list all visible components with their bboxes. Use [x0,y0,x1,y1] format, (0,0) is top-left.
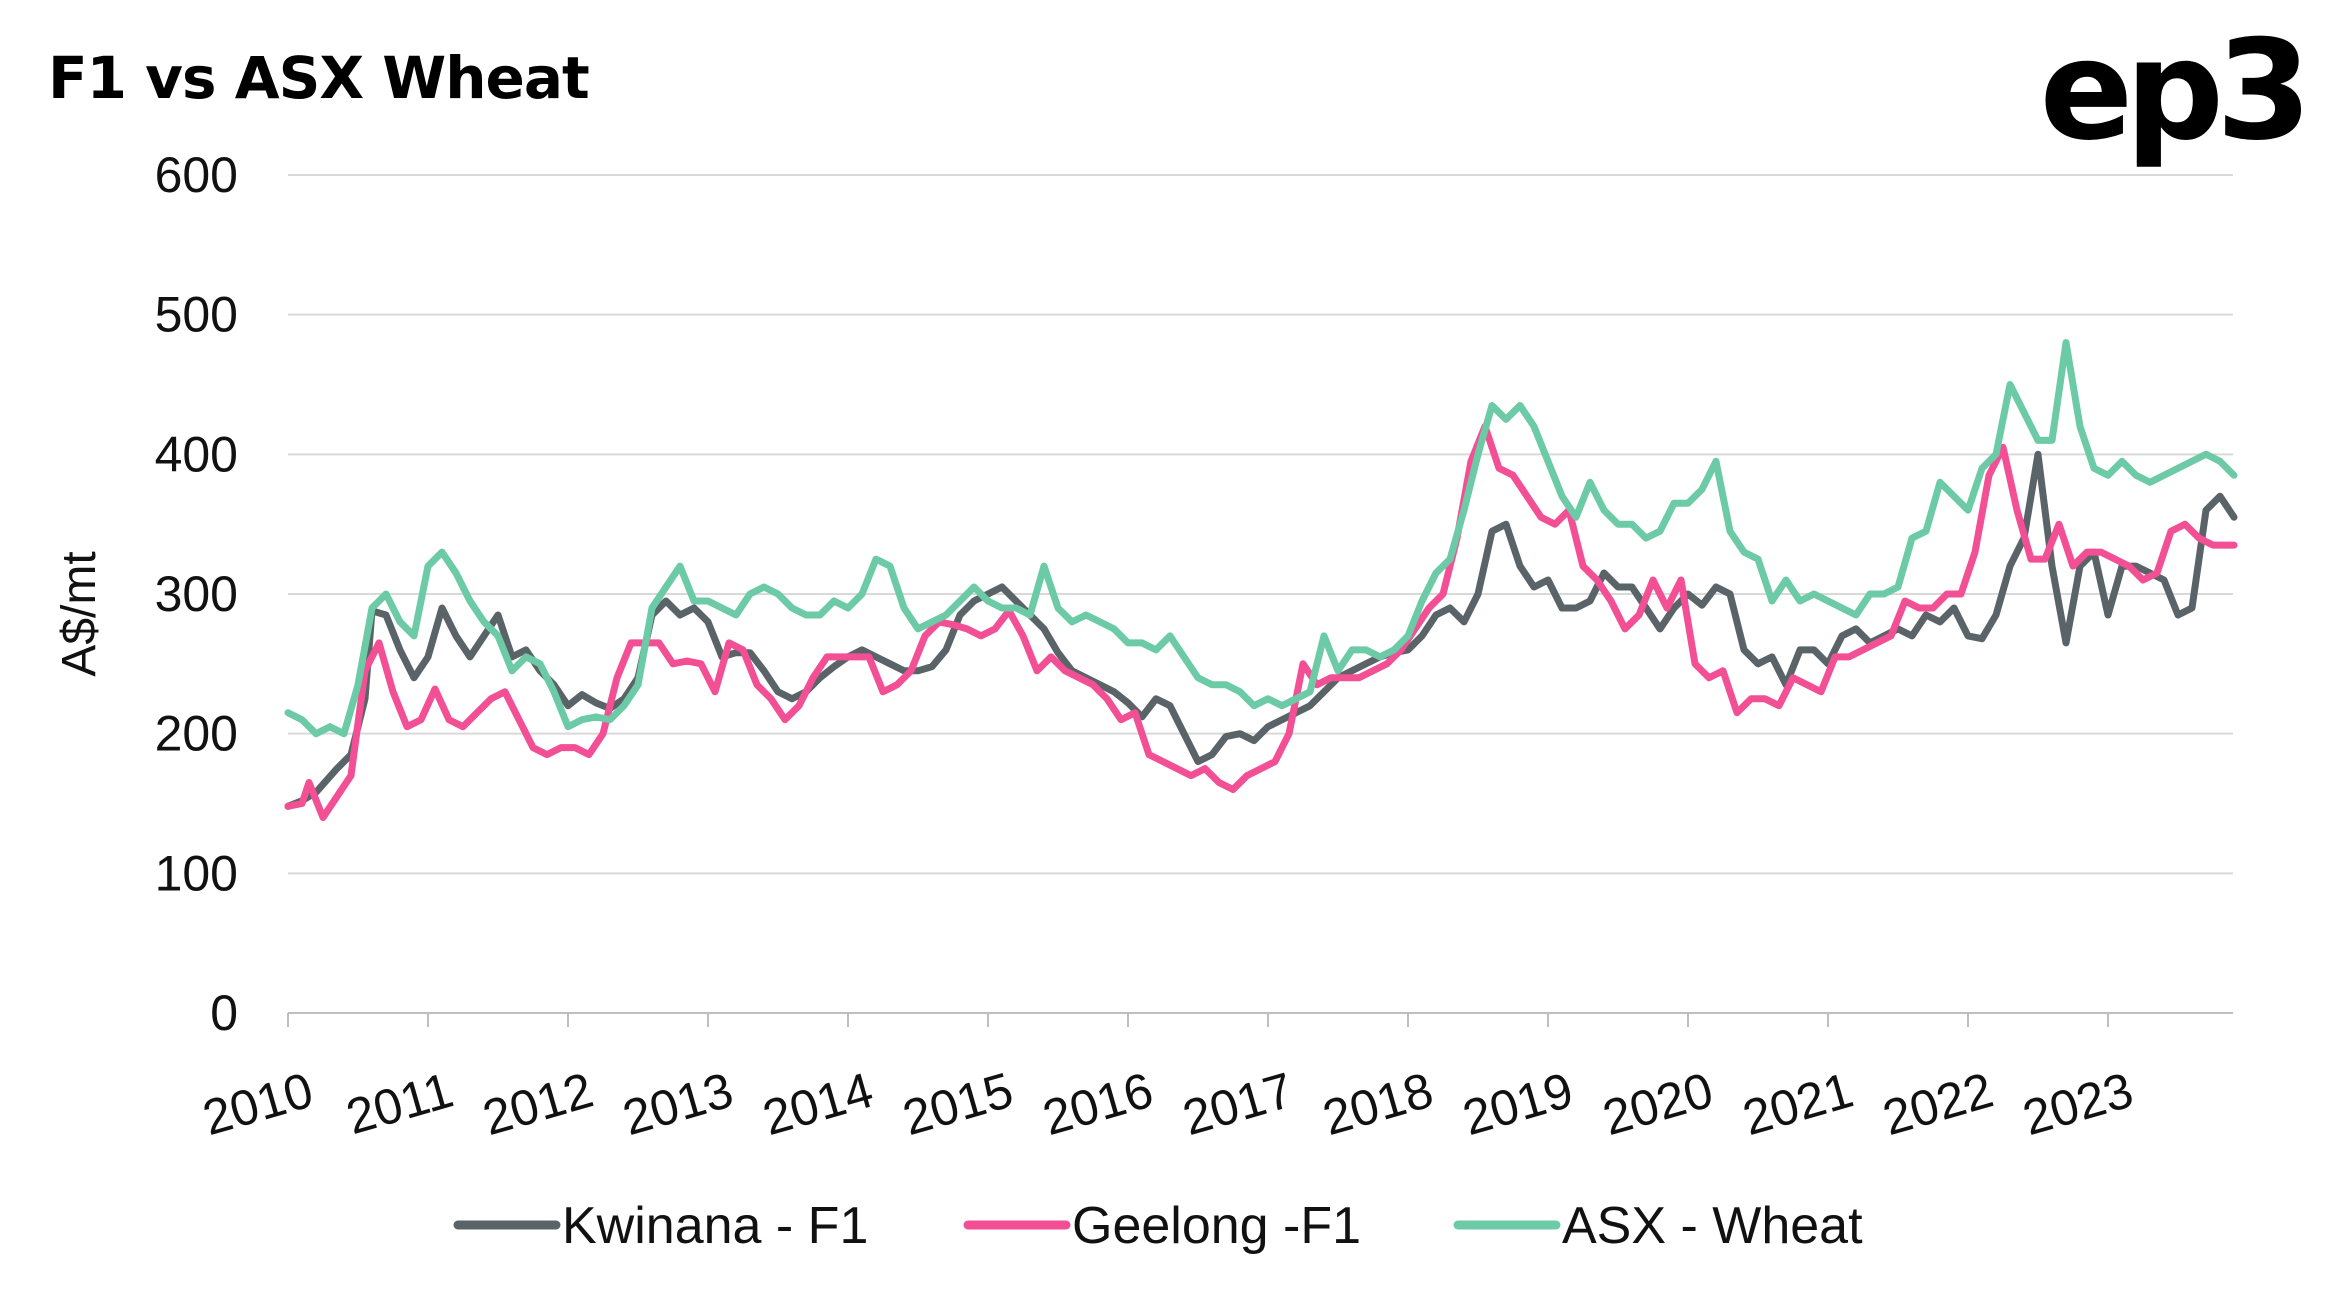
chart-title: F1 vs ASX Wheat [48,44,590,112]
x-tick-label: 2022 [1877,1062,1999,1146]
y-tick-label: 0 [210,985,238,1041]
legend: Kwinana - F1 Geelong -F1 ASX - Wheat [453,1197,1863,1255]
x-tick-label: 2017 [1177,1062,1299,1146]
series-line-asx-wheat [284,339,2238,738]
x-tick-label: 2012 [477,1062,599,1146]
y-tick-label: 600 [155,147,238,203]
x-tick-label: 2023 [2017,1062,2139,1146]
ep3-logo: ep3 [2039,10,2312,171]
legend-label: Kwinana - F1 [562,1197,868,1255]
x-tick-label: 2018 [1317,1062,1439,1146]
x-tick-label: 2021 [1737,1062,1859,1146]
grid-lines [288,174,2233,875]
y-tick-label: 400 [155,426,238,482]
y-tick-label: 500 [155,287,238,343]
y-tick-label: 200 [155,706,238,762]
series-lines [284,339,2238,821]
x-axis: 2010 2011 2012 2013 2014 2015 2016 2017 2018 2019… [197,1012,2233,1146]
y-axis-title: A$/mt [53,551,106,676]
x-tick-label: 2019 [1457,1062,1579,1146]
x-tick-label: 2010 [197,1062,319,1146]
legend-label: ASX - Wheat [1562,1197,1863,1255]
x-tick-label: 2015 [897,1062,1019,1146]
series-line-geelong-f1 [284,422,2238,821]
x-tick-label: 2016 [1037,1062,1159,1146]
y-tick-label: 300 [155,566,238,622]
legend-label: Geelong -F1 [1072,1197,1361,1255]
y-tick-label: 100 [155,845,238,901]
x-tick-label: 2014 [757,1062,879,1146]
y-axis: 0 100 200 300 400 500 600 [155,147,238,1041]
x-tick-label: 2020 [1597,1062,1719,1146]
x-tick-label: 2011 [340,1062,459,1145]
x-tick-label: 2013 [617,1062,739,1146]
